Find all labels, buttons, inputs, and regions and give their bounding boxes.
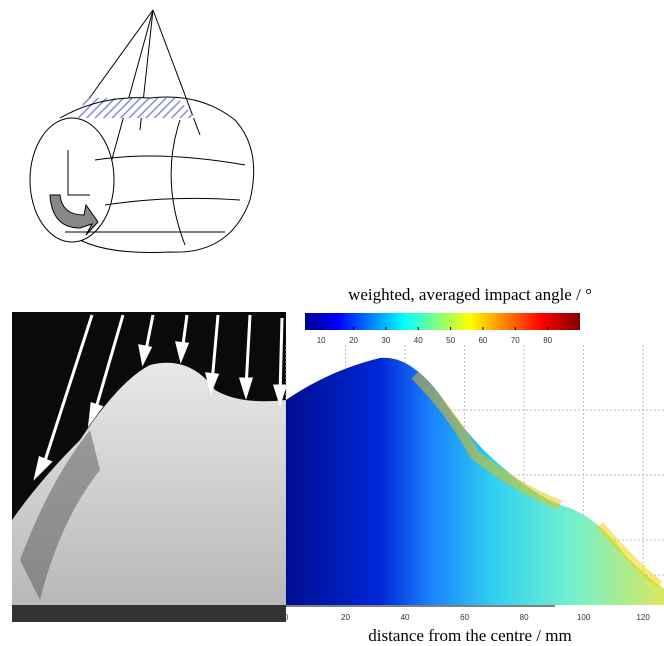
colorbar-tick-label: 70 — [511, 336, 520, 345]
page: weighted, averaged impact angle / ° dist… — [0, 0, 664, 646]
photo — [12, 312, 286, 622]
colorbar-tick-label: 50 — [446, 336, 455, 345]
x-tick-label: 80 — [520, 613, 529, 622]
x-tick-label: 100 — [577, 613, 591, 622]
colorbar-tick-label: 40 — [414, 336, 423, 345]
colorbar-tick-label: 30 — [381, 336, 390, 345]
x-tick-label: 60 — [460, 613, 469, 622]
x-tick-label: 0 — [284, 613, 289, 622]
colorbar-tick-label: 10 — [317, 336, 326, 345]
x-axis-label: distance from the centre / mm — [368, 626, 571, 645]
colorbar-tick-label: 80 — [543, 336, 552, 345]
figure: weighted, averaged impact angle / ° dist… — [0, 0, 664, 646]
x-tick-label: 40 — [401, 613, 410, 622]
plot — [286, 345, 664, 606]
colorbar-tick-label: 60 — [478, 336, 487, 345]
x-tick-label: 120 — [636, 613, 650, 622]
colorbar — [305, 313, 580, 330]
colorbar-tick-label: 20 — [349, 336, 358, 345]
x-tick-label: 20 — [341, 613, 350, 622]
drum-diagram — [30, 10, 254, 253]
colorbar-title: weighted, averaged impact angle / ° — [348, 285, 592, 304]
